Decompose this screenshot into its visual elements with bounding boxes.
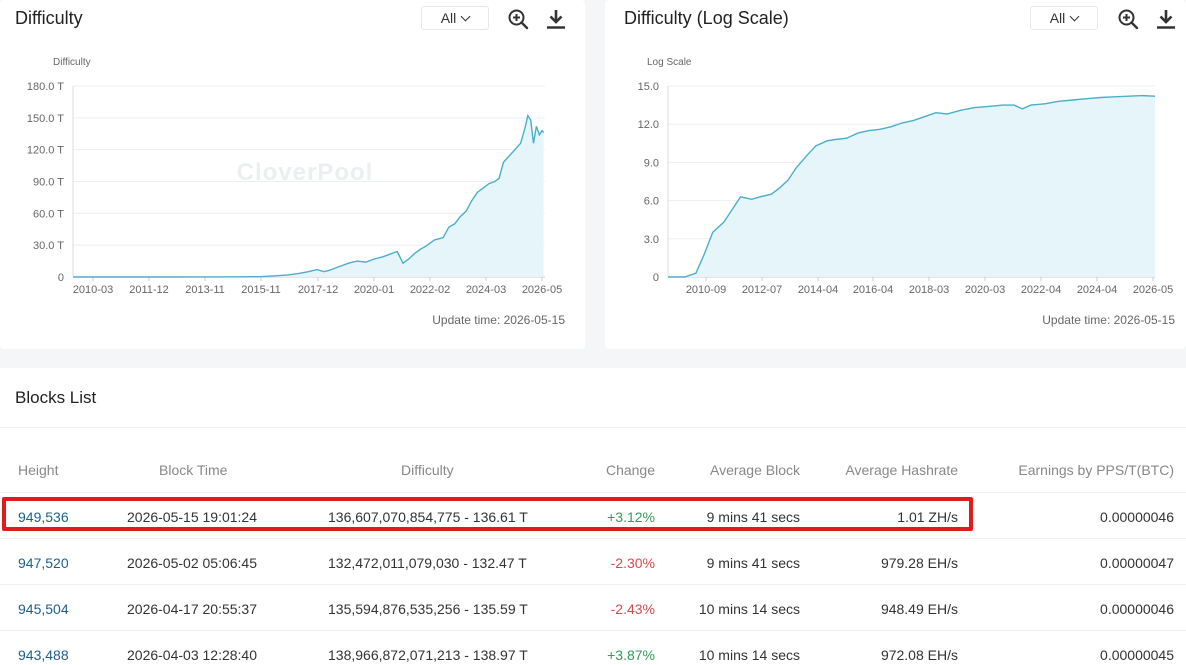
zoom-in-icon[interactable] bbox=[1117, 8, 1139, 30]
block-difficulty: 136,607,070,854,775 - 136.61 T bbox=[328, 509, 528, 525]
update-time: Update time: 2026-05-15 bbox=[432, 313, 565, 327]
range-select-value: All bbox=[1049, 10, 1066, 26]
x-tick-label: 2020-01 bbox=[354, 284, 394, 296]
block-height-link[interactable]: 947,520 bbox=[18, 555, 69, 571]
pps-earnings: 0.00000047 bbox=[1100, 555, 1174, 571]
pps-earnings: 0.00000045 bbox=[1100, 647, 1174, 663]
block-height-link[interactable]: 945,504 bbox=[18, 601, 69, 617]
row-divider bbox=[0, 630, 1186, 631]
x-tick-label: 2020-03 bbox=[965, 284, 1005, 296]
difficulty-change: +3.87% bbox=[607, 647, 655, 663]
range-select[interactable]: All bbox=[421, 6, 489, 30]
zoom-in-icon[interactable] bbox=[507, 8, 529, 30]
x-tick-label: 2014-04 bbox=[798, 284, 838, 296]
range-select[interactable]: All bbox=[1030, 6, 1098, 30]
average-hashrate: 979.28 EH/s bbox=[880, 555, 958, 571]
series-line bbox=[73, 113, 545, 278]
x-tick-label: 2015-11 bbox=[241, 284, 281, 296]
series-line bbox=[668, 94, 1156, 278]
average-hashrate: 948.49 EH/s bbox=[880, 601, 958, 617]
y-tick-label: 180.0 T bbox=[27, 81, 64, 93]
x-tick-label: 2016-04 bbox=[853, 284, 893, 296]
x-tick-label: 2024-03 bbox=[466, 284, 506, 296]
series-area bbox=[73, 115, 544, 277]
column-header-earnings: Earnings by PPS/T(BTC) bbox=[1018, 462, 1174, 478]
difficulty-change: -2.30% bbox=[610, 555, 655, 571]
column-header-height: Height bbox=[18, 462, 59, 478]
x-tick-label: 2011-12 bbox=[129, 284, 169, 296]
block-difficulty: 135,594,876,535,256 - 135.59 T bbox=[328, 601, 528, 617]
x-tick-label: 2012-07 bbox=[742, 284, 782, 296]
x-tick-label: 2017-12 bbox=[298, 284, 338, 296]
x-tick-label: 2013-11 bbox=[185, 284, 225, 296]
y-tick-label: 3.0 bbox=[644, 234, 659, 246]
column-header-block-time: Block Time bbox=[159, 462, 228, 478]
x-tick-label: 2018-03 bbox=[909, 284, 949, 296]
y-tick-label: 60.0 T bbox=[33, 208, 64, 220]
x-tick-label: 2024-04 bbox=[1077, 284, 1117, 296]
y-tick-label: 15.0 bbox=[638, 81, 659, 93]
pps-earnings: 0.00000046 bbox=[1100, 509, 1174, 525]
block-difficulty: 132,472,011,079,030 - 132.47 T bbox=[328, 555, 527, 571]
difficulty-change: +3.12% bbox=[607, 509, 655, 525]
x-tick-label: 2022-02 bbox=[410, 284, 450, 296]
pps-earnings: 0.00000046 bbox=[1100, 601, 1174, 617]
average-block-time: 9 mins 41 secs bbox=[706, 509, 800, 525]
range-select-value: All bbox=[440, 10, 457, 26]
column-header-change: Change bbox=[605, 462, 655, 478]
divider bbox=[0, 427, 1186, 428]
download-icon[interactable] bbox=[1155, 8, 1177, 30]
x-tick-label: 2010-03 bbox=[73, 284, 113, 296]
block-time: 2026-04-17 20:55:37 bbox=[127, 601, 257, 617]
chart-title: Difficulty (Log Scale) bbox=[624, 8, 789, 28]
block-height-link[interactable]: 949,536 bbox=[18, 509, 69, 525]
row-divider bbox=[0, 584, 1186, 585]
series-area bbox=[668, 95, 1155, 277]
average-block-time: 9 mins 41 secs bbox=[706, 555, 800, 571]
x-tick-label: 2010-09 bbox=[686, 284, 726, 296]
x-tick-label: 2026-05 bbox=[1133, 284, 1173, 296]
y-tick-label: 150.0 T bbox=[27, 113, 64, 125]
y-tick-label: 30.0 T bbox=[33, 240, 64, 252]
average-hashrate: 972.08 EH/s bbox=[880, 647, 958, 663]
difficulty-log-chart: 0 3.0 6.0 9.0 12.0 15.0 Log Scale 2010-09 2012-0… bbox=[638, 57, 1174, 296]
y-tick-label: 90.0 T bbox=[33, 177, 64, 189]
difficulty-log-card: Difficulty (Log Scale) All 0 3.0 6.0 9.0 12.… bbox=[605, 0, 1186, 349]
row-divider bbox=[0, 492, 1186, 493]
chart-title: Difficulty bbox=[15, 8, 83, 28]
blocks-list-card: Blocks List Height Block Time Difficulty… bbox=[0, 368, 1186, 665]
y-tick-label: 120.0 T bbox=[27, 145, 64, 157]
block-time: 2026-04-03 12:28:40 bbox=[127, 647, 257, 663]
y-tick-label: 9.0 bbox=[644, 157, 659, 169]
difficulty-card: Difficulty All 0 30.0 T 60.0 T 90.0 T 120.0 … bbox=[0, 0, 585, 349]
y-axis-label: Difficulty bbox=[53, 57, 91, 68]
average-block-time: 10 mins 14 secs bbox=[698, 601, 800, 617]
watermark: CloverPool bbox=[237, 159, 374, 186]
y-tick-label: 0 bbox=[653, 272, 659, 284]
difficulty-change: -2.43% bbox=[610, 601, 655, 617]
row-divider bbox=[0, 538, 1186, 539]
y-tick-label: 0 bbox=[58, 272, 64, 284]
block-time: 2026-05-15 19:01:24 bbox=[127, 509, 257, 525]
y-axis-label: Log Scale bbox=[647, 57, 692, 68]
average-block-time: 10 mins 14 secs bbox=[698, 647, 800, 663]
y-tick-label: 6.0 bbox=[644, 196, 659, 208]
difficulty-chart: 0 30.0 T 60.0 T 90.0 T 120.0 T 150.0 T 180.0 T… bbox=[27, 57, 562, 296]
average-hashrate: 1.01 ZH/s bbox=[897, 509, 958, 525]
column-header-average-block: Average Block bbox=[709, 462, 800, 478]
x-tick-label: 2022-04 bbox=[1021, 284, 1061, 296]
update-time: Update time: 2026-05-15 bbox=[1042, 313, 1175, 327]
block-height-link[interactable]: 943,488 bbox=[18, 647, 69, 663]
column-header-difficulty: Difficulty bbox=[401, 462, 454, 478]
column-header-average-hashrate: Average Hashrate bbox=[845, 462, 958, 478]
x-tick-label: 2026-05 bbox=[522, 284, 562, 296]
download-icon[interactable] bbox=[545, 8, 567, 30]
blocks-list-title: Blocks List bbox=[15, 388, 97, 407]
y-tick-label: 12.0 bbox=[638, 119, 659, 131]
block-time: 2026-05-02 05:06:45 bbox=[127, 555, 257, 571]
block-difficulty: 138,966,872,071,213 - 138.97 T bbox=[328, 647, 528, 663]
